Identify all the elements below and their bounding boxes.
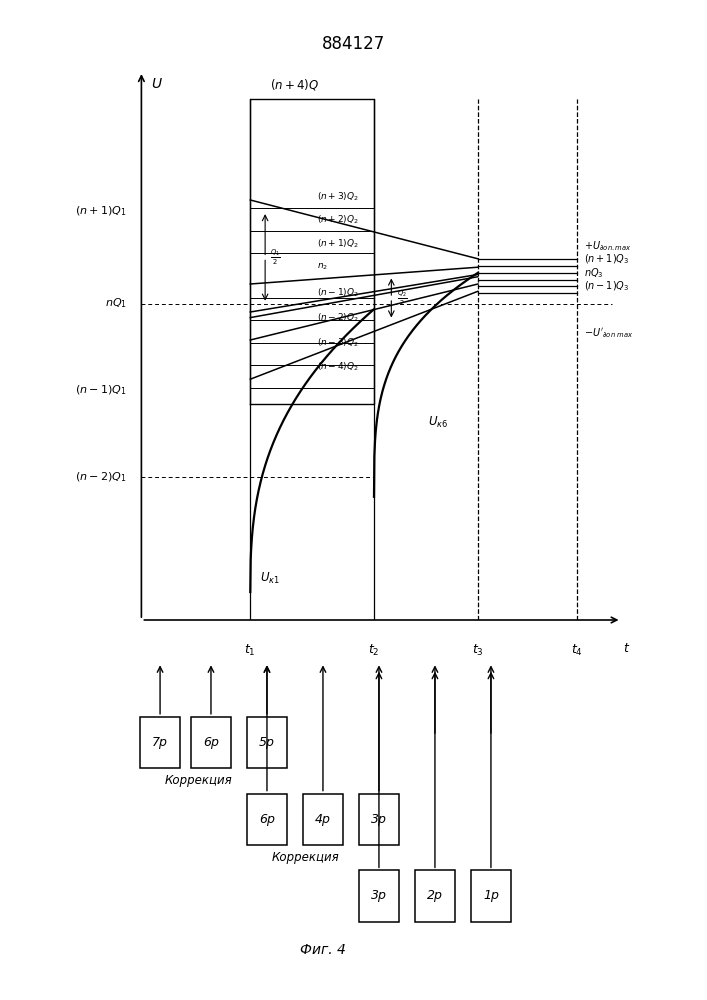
Bar (471, 870, 511, 922)
Bar (140, 717, 180, 768)
Text: $U_{\kappa1}$: $U_{\kappa1}$ (260, 571, 280, 586)
Text: $U$: $U$ (151, 77, 163, 91)
Text: $(n-2)Q_2$: $(n-2)Q_2$ (317, 311, 359, 324)
Text: 7р: 7р (152, 736, 168, 749)
Text: $n_2$: $n_2$ (317, 262, 328, 272)
Text: 884127: 884127 (322, 35, 385, 53)
Text: 3р: 3р (371, 890, 387, 902)
Text: Коррекция: Коррекция (165, 774, 233, 787)
Text: 3р: 3р (371, 813, 387, 826)
Text: $t_1$: $t_1$ (245, 642, 256, 658)
Text: $(n+3)Q_2$: $(n+3)Q_2$ (317, 191, 359, 203)
Bar (358, 870, 399, 922)
Text: $(n-3)Q_2$: $(n-3)Q_2$ (317, 337, 359, 349)
Text: $t_4$: $t_4$ (571, 642, 583, 658)
Bar (358, 794, 399, 845)
Text: $(n+1)Q_1$: $(n+1)Q_1$ (75, 204, 127, 218)
Text: $+U_{\partial on.max}$: $+U_{\partial on.max}$ (584, 239, 632, 253)
Bar (303, 794, 344, 845)
Text: Коррекция: Коррекция (272, 851, 340, 864)
Text: $\frac{Q_2}{2}$: $\frac{Q_2}{2}$ (397, 288, 408, 308)
Text: $(n-1)Q_3$: $(n-1)Q_3$ (584, 279, 630, 293)
Text: $nQ_1$: $nQ_1$ (105, 297, 127, 310)
Text: $\frac{Q_1}{2}$: $\frac{Q_1}{2}$ (270, 248, 281, 267)
Text: $t_2$: $t_2$ (368, 642, 380, 658)
Text: $(n+2)Q_2$: $(n+2)Q_2$ (317, 213, 359, 226)
Text: $U_{\kappa6}$: $U_{\kappa6}$ (428, 414, 449, 430)
Bar (247, 794, 287, 845)
Text: $-U'_{\partial on\ max}$: $-U'_{\partial on\ max}$ (584, 326, 633, 340)
Text: 2р: 2р (427, 890, 443, 902)
Text: $(n-1)Q_1$: $(n-1)Q_1$ (75, 384, 127, 397)
Text: 1р: 1р (483, 890, 499, 902)
Text: $(n-2)Q_1$: $(n-2)Q_1$ (75, 470, 127, 484)
Text: Фиг. 4: Фиг. 4 (300, 943, 346, 957)
Text: $t$: $t$ (623, 642, 630, 655)
Text: 4р: 4р (315, 813, 331, 826)
Text: 6р: 6р (259, 813, 275, 826)
Bar (191, 717, 231, 768)
Bar (247, 717, 287, 768)
Bar (414, 870, 455, 922)
Text: $nQ_3$: $nQ_3$ (584, 266, 604, 280)
Text: $(n-4)Q_2$: $(n-4)Q_2$ (317, 361, 359, 373)
Text: $(n+1)Q_2$: $(n+1)Q_2$ (317, 237, 359, 250)
Text: $t_3$: $t_3$ (472, 642, 484, 658)
Text: 6р: 6р (203, 736, 219, 749)
Text: $(n-1)Q_2$: $(n-1)Q_2$ (317, 286, 359, 299)
Text: 5р: 5р (259, 736, 275, 749)
Text: $(n+4)Q$: $(n+4)Q$ (270, 77, 320, 92)
Text: $(n+1)Q_3$: $(n+1)Q_3$ (584, 252, 630, 266)
